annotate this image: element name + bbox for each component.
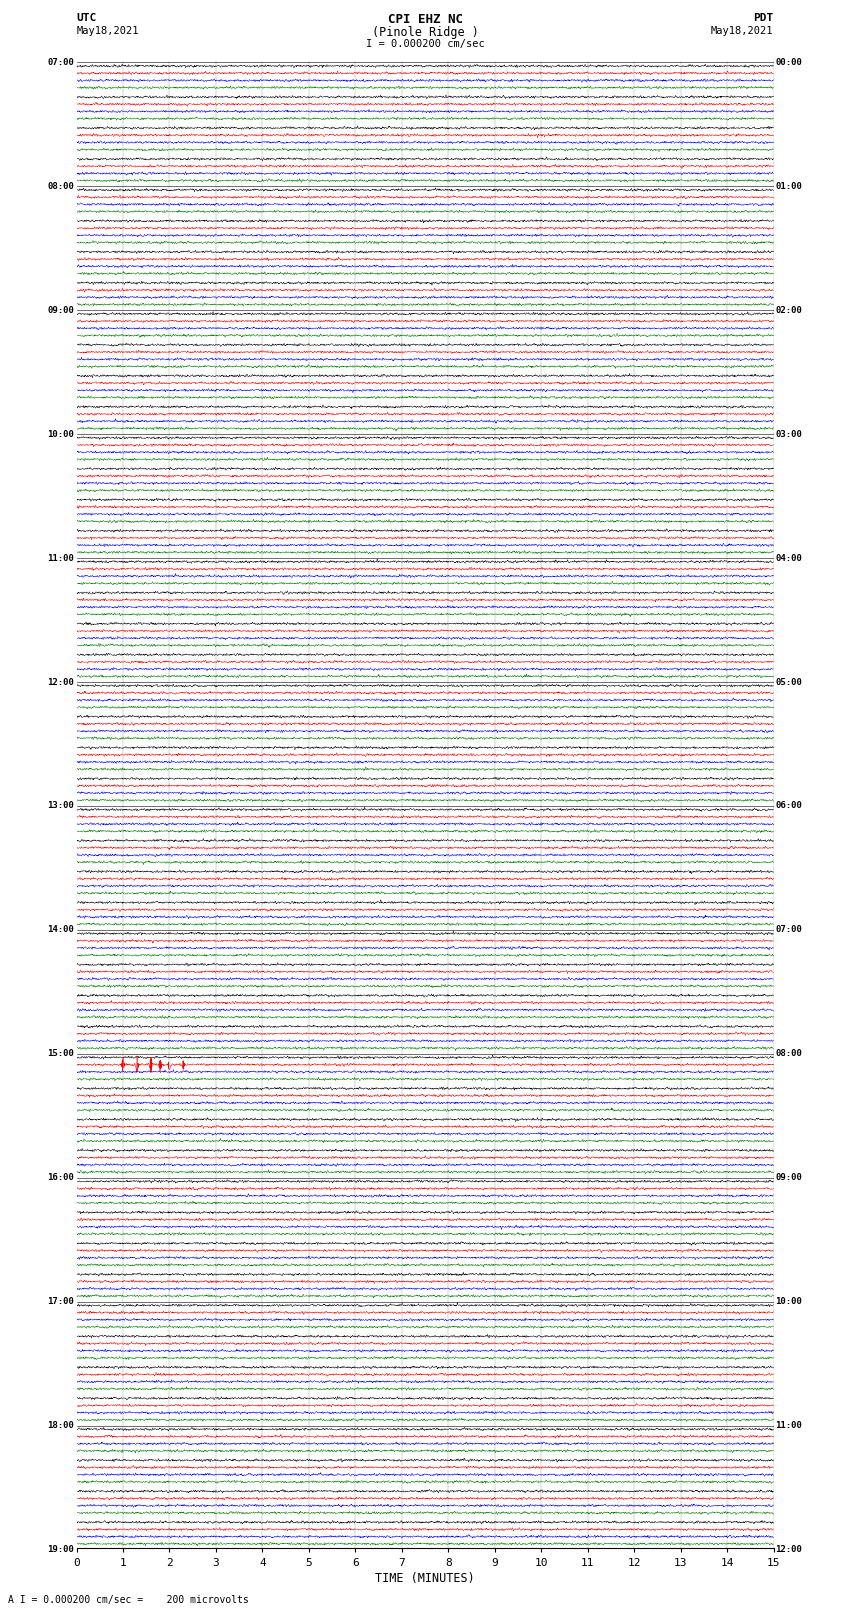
Text: 12:00: 12:00 [48, 677, 75, 687]
Text: 04:00: 04:00 [775, 553, 802, 563]
Text: 10:00: 10:00 [775, 1297, 802, 1307]
Text: 10:00: 10:00 [48, 429, 75, 439]
Text: May18,2021: May18,2021 [76, 26, 139, 35]
Text: CPI EHZ NC: CPI EHZ NC [388, 13, 462, 26]
Text: 08:00: 08:00 [48, 182, 75, 190]
Text: 09:00: 09:00 [775, 1173, 802, 1182]
Text: 18:00: 18:00 [48, 1421, 75, 1431]
Text: 02:00: 02:00 [775, 306, 802, 315]
Text: (Pinole Ridge ): (Pinole Ridge ) [371, 26, 479, 39]
Text: 09:00: 09:00 [48, 306, 75, 315]
Text: 07:00: 07:00 [48, 58, 75, 66]
Text: 00:00: 00:00 [775, 58, 802, 66]
Text: 08:00: 08:00 [775, 1050, 802, 1058]
Text: 03:00: 03:00 [775, 429, 802, 439]
Text: 13:00: 13:00 [48, 802, 75, 810]
Text: A I = 0.000200 cm/sec =    200 microvolts: A I = 0.000200 cm/sec = 200 microvolts [8, 1595, 249, 1605]
Text: 01:00: 01:00 [775, 182, 802, 190]
Text: May18,2021: May18,2021 [711, 26, 774, 35]
Text: 16:00: 16:00 [48, 1173, 75, 1182]
Text: 11:00: 11:00 [48, 553, 75, 563]
Text: 14:00: 14:00 [48, 926, 75, 934]
Text: 17:00: 17:00 [48, 1297, 75, 1307]
Text: I = 0.000200 cm/sec: I = 0.000200 cm/sec [366, 39, 484, 48]
Text: UTC: UTC [76, 13, 97, 23]
Text: 07:00: 07:00 [775, 926, 802, 934]
X-axis label: TIME (MINUTES): TIME (MINUTES) [375, 1571, 475, 1584]
Text: 06:00: 06:00 [775, 802, 802, 810]
Text: PDT: PDT [753, 13, 774, 23]
Text: 15:00: 15:00 [48, 1050, 75, 1058]
Text: 11:00: 11:00 [775, 1421, 802, 1431]
Text: 12:00: 12:00 [775, 1545, 802, 1553]
Text: 05:00: 05:00 [775, 677, 802, 687]
Text: 19:00: 19:00 [48, 1545, 75, 1553]
